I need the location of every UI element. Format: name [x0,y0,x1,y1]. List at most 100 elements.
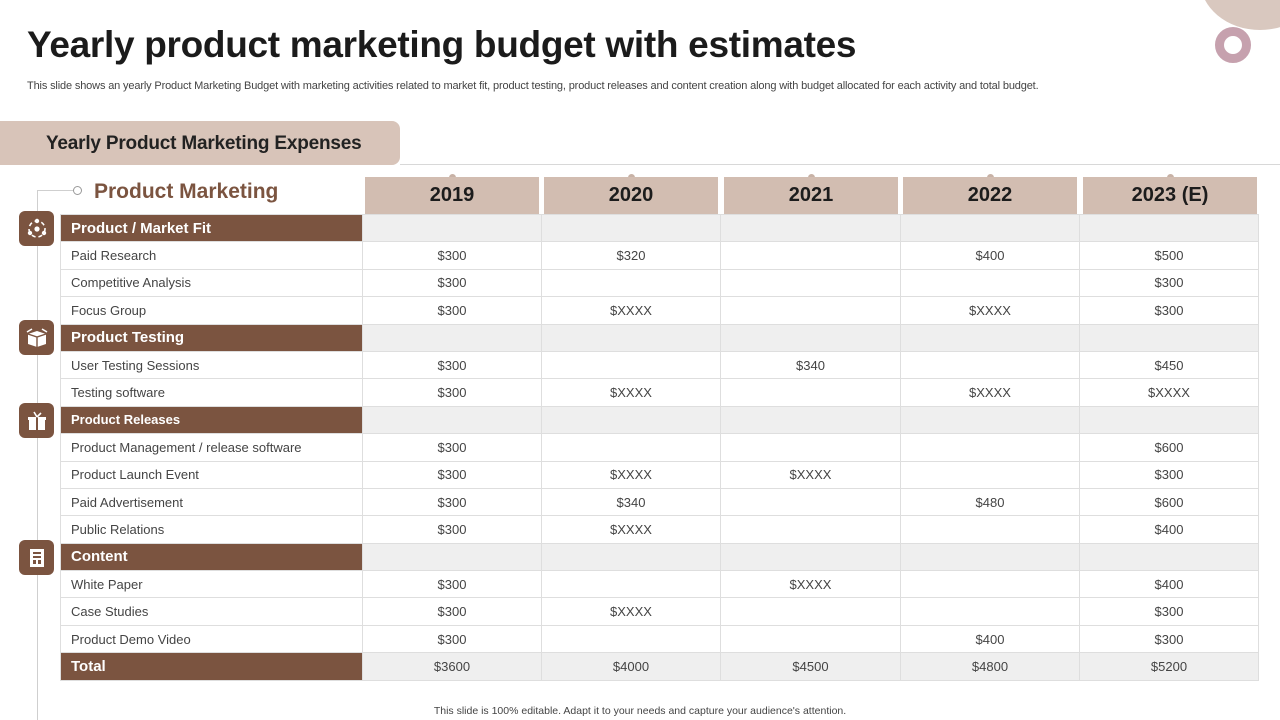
category-row: Product / Market Fit [60,213,1259,243]
content-doc-icon [19,540,54,575]
row-label: Competitive Analysis [60,268,363,298]
value-cell: $480 [900,487,1080,517]
category-label: Product Testing [60,323,363,352]
category-label: Product Releases [60,405,363,435]
value-cell: $340 [720,350,901,380]
value-cell [900,268,1080,298]
value-cell: $400 [900,241,1080,270]
value-cell [720,515,901,544]
value-cell [900,460,1080,489]
row-label: Testing software [60,378,363,407]
table-row: White Paper $300 $XXXX $400 [60,570,1259,599]
value-cell [720,487,901,517]
value-cell [720,405,901,435]
value-cell [720,296,901,325]
row-label: Product Launch Event [60,460,363,489]
value-cell [720,542,901,572]
total-label: Total [60,652,363,681]
market-fit-icon [19,211,54,246]
value-cell: $300 [1079,624,1259,654]
value-cell [362,213,542,243]
value-cell: $XXXX [541,378,721,407]
total-cell: $5200 [1079,652,1259,681]
value-cell: $XXXX [541,597,721,626]
section-tab: Yearly Product Marketing Expenses [0,121,400,165]
table-row: Product Launch Event $300 $XXXX $XXXX $300 [60,460,1259,489]
value-cell: $XXXX [1079,378,1259,407]
value-cell [362,542,542,572]
value-cell: $500 [1079,241,1259,270]
value-cell: $300 [362,460,542,489]
value-cell [900,323,1080,352]
value-cell [900,542,1080,572]
value-cell [1079,213,1259,243]
category-label: Product / Market Fit [60,213,363,243]
value-cell: $320 [541,241,721,270]
value-cell [1079,323,1259,352]
row-label: Product Management / release software [60,433,363,462]
value-cell [541,624,721,654]
category-label: Content [60,542,363,572]
value-cell: $XXXX [900,378,1080,407]
value-cell: $300 [362,515,542,544]
table-row: Paid Research $300 $320 $400 $500 [60,241,1259,270]
value-cell [1079,405,1259,435]
total-cell: $4800 [900,652,1080,681]
row-label: Public Relations [60,515,363,544]
decorative-blob [1200,0,1280,30]
timeline-vertical-line [37,190,38,720]
row-label: Paid Research [60,241,363,270]
value-cell [541,268,721,298]
value-cell [900,515,1080,544]
table-row: Public Relations $300 $XXXX $400 [60,515,1259,544]
value-cell: $300 [362,378,542,407]
value-cell: $340 [541,487,721,517]
value-cell: $300 [362,350,542,380]
value-cell [362,405,542,435]
table-row: Case Studies $300 $XXXX $300 [60,597,1259,626]
value-cell [541,405,721,435]
value-cell [900,597,1080,626]
budget-table: Product / Market Fit Paid Research $300 $32… [60,213,1259,681]
year-header: 2021 [724,177,898,214]
value-cell [720,213,901,243]
release-gift-icon [19,403,54,438]
category-row: Product Releases [60,405,1259,435]
table-row: Testing software $300 $XXXX $XXXX $XXXX [60,378,1259,407]
value-cell [720,624,901,654]
value-cell: $300 [362,624,542,654]
value-cell: $450 [1079,350,1259,380]
decorative-ring [1215,27,1251,63]
value-cell: $400 [900,624,1080,654]
value-cell: $300 [1079,597,1259,626]
row-label: Paid Advertisement [60,487,363,517]
value-cell: $300 [362,296,542,325]
value-cell: $300 [362,487,542,517]
row-label: Case Studies [60,597,363,626]
value-cell [1079,542,1259,572]
year-header: 2022 [903,177,1077,214]
timeline-dot [73,186,82,195]
value-cell: $300 [362,268,542,298]
table-row: User Testing Sessions $300 $340 $450 [60,350,1259,380]
value-cell [362,323,542,352]
value-cell: $600 [1079,433,1259,462]
value-cell [541,542,721,572]
value-cell: $XXXX [541,515,721,544]
value-cell [900,570,1080,599]
value-cell: $300 [362,241,542,270]
footer-note: This slide is 100% editable. Adapt it to… [433,705,847,717]
value-cell: $300 [362,570,542,599]
value-cell: $XXXX [900,296,1080,325]
page-subtitle: This slide shows an yearly Product Marke… [27,80,1039,92]
table-row: Focus Group $300 $XXXX $XXXX $300 [60,296,1259,325]
year-header: 2020 [544,177,718,214]
value-cell: $300 [362,597,542,626]
value-cell: $300 [1079,460,1259,489]
value-cell [541,213,721,243]
value-cell: $XXXX [541,460,721,489]
value-cell: $XXXX [720,570,901,599]
value-cell [541,433,721,462]
category-row: Product Testing [60,323,1259,352]
value-cell [900,433,1080,462]
